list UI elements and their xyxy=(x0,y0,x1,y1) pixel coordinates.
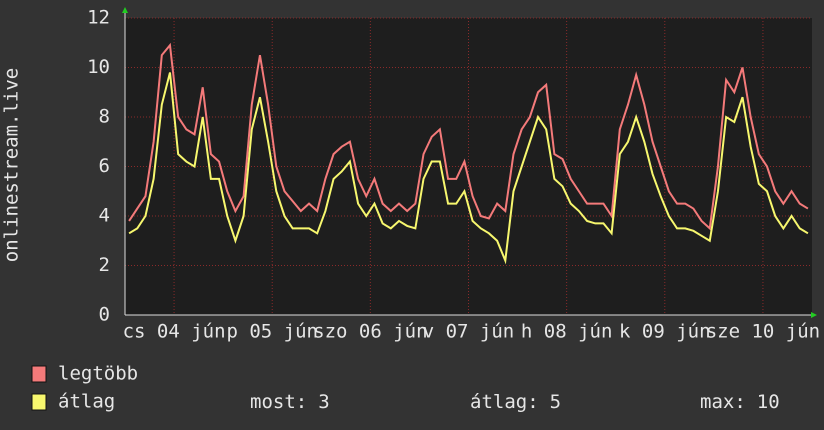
stat-value: 10 xyxy=(757,391,780,413)
y-tick-label: 6 xyxy=(99,155,110,177)
y-tick-label: 2 xyxy=(99,254,110,276)
x-tick-label: h 08 jún xyxy=(521,321,613,343)
legend-label: átlag xyxy=(58,391,115,413)
x-tick-label: k 09 jún xyxy=(619,321,711,343)
legend-swatch xyxy=(31,393,47,411)
legend-swatch xyxy=(31,365,47,383)
y-tick-label: 8 xyxy=(99,106,110,128)
y-tick-label: 10 xyxy=(87,56,110,78)
x-tick-label: p 05 jún xyxy=(226,321,318,343)
stat-value: 3 xyxy=(318,391,329,413)
legend: legtöbb átlag most: 3 átlag: 5 max: 10 xyxy=(31,363,780,413)
y-arrow xyxy=(122,7,128,13)
stat-label: átlag: xyxy=(470,391,539,413)
y-axis-label: onlinestream.live xyxy=(1,68,23,262)
stat: most: 3 xyxy=(250,391,330,413)
legend-label: legtöbb xyxy=(58,363,138,385)
x-arrow xyxy=(811,312,817,318)
stat-value: 5 xyxy=(550,391,561,413)
x-tick-label: sze 10 jún xyxy=(706,321,820,343)
y-tick-label: 4 xyxy=(99,205,110,227)
x-tick-label: cs 04 jún xyxy=(123,321,226,343)
line xyxy=(128,42,809,231)
stat-label: max: xyxy=(700,391,746,413)
stat-label: most: xyxy=(250,391,307,413)
y-tick-label: 12 xyxy=(87,7,110,29)
y-tick-label: 0 xyxy=(99,304,110,326)
stat: átlag: 5 xyxy=(470,391,561,413)
line xyxy=(128,72,809,265)
x-tick-label: v 07 jún xyxy=(423,321,515,343)
x-tick-label: szo 06 jún xyxy=(313,321,427,343)
stat: max: 10 xyxy=(700,391,780,413)
plot xyxy=(128,42,809,265)
